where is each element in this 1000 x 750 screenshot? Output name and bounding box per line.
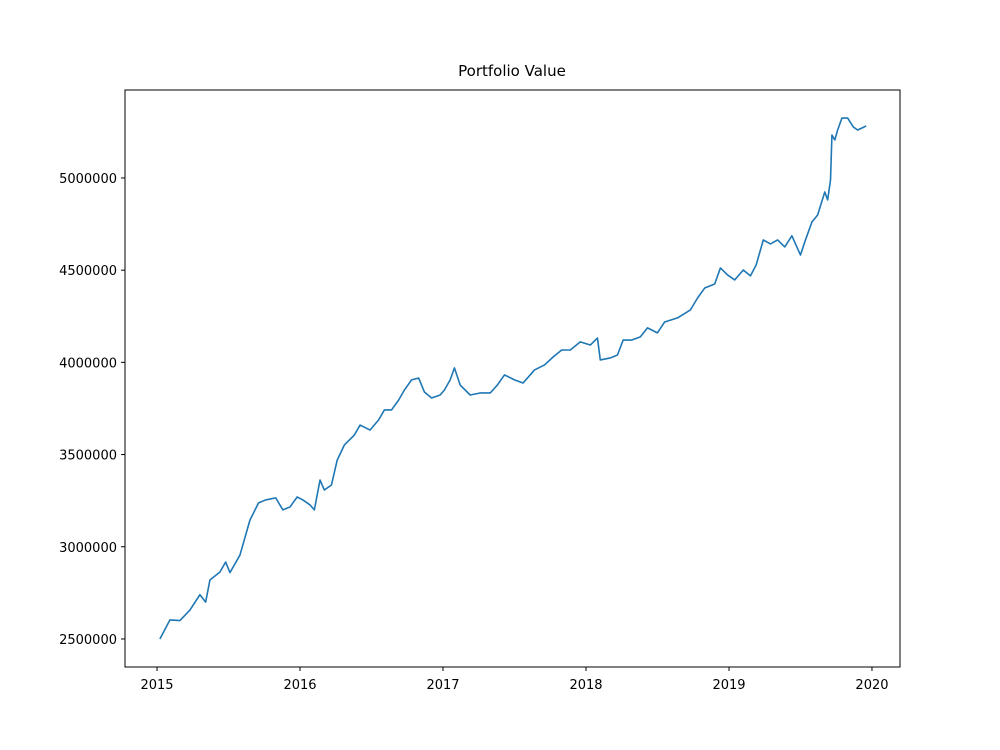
plot-frame (124, 89, 901, 668)
y-tick-label: 5000000 (59, 172, 117, 187)
y-tick-label: 3000000 (59, 541, 117, 556)
x-tick-label: 2015 (140, 678, 173, 693)
x-tick-label: 2017 (426, 678, 459, 693)
chart-title: Portfolio Value (458, 62, 566, 80)
y-tick-label: 3500000 (59, 449, 117, 464)
y-tick-label: 4500000 (59, 264, 117, 279)
x-tick-label: 2016 (283, 678, 316, 693)
y-tick-label: 2500000 (59, 633, 117, 648)
x-tick-label: 2018 (569, 678, 602, 693)
line-series (159, 117, 867, 640)
y-tick-label: 4000000 (59, 356, 117, 371)
x-tick-label: 2019 (712, 678, 745, 693)
x-tick-label: 2020 (855, 678, 888, 693)
